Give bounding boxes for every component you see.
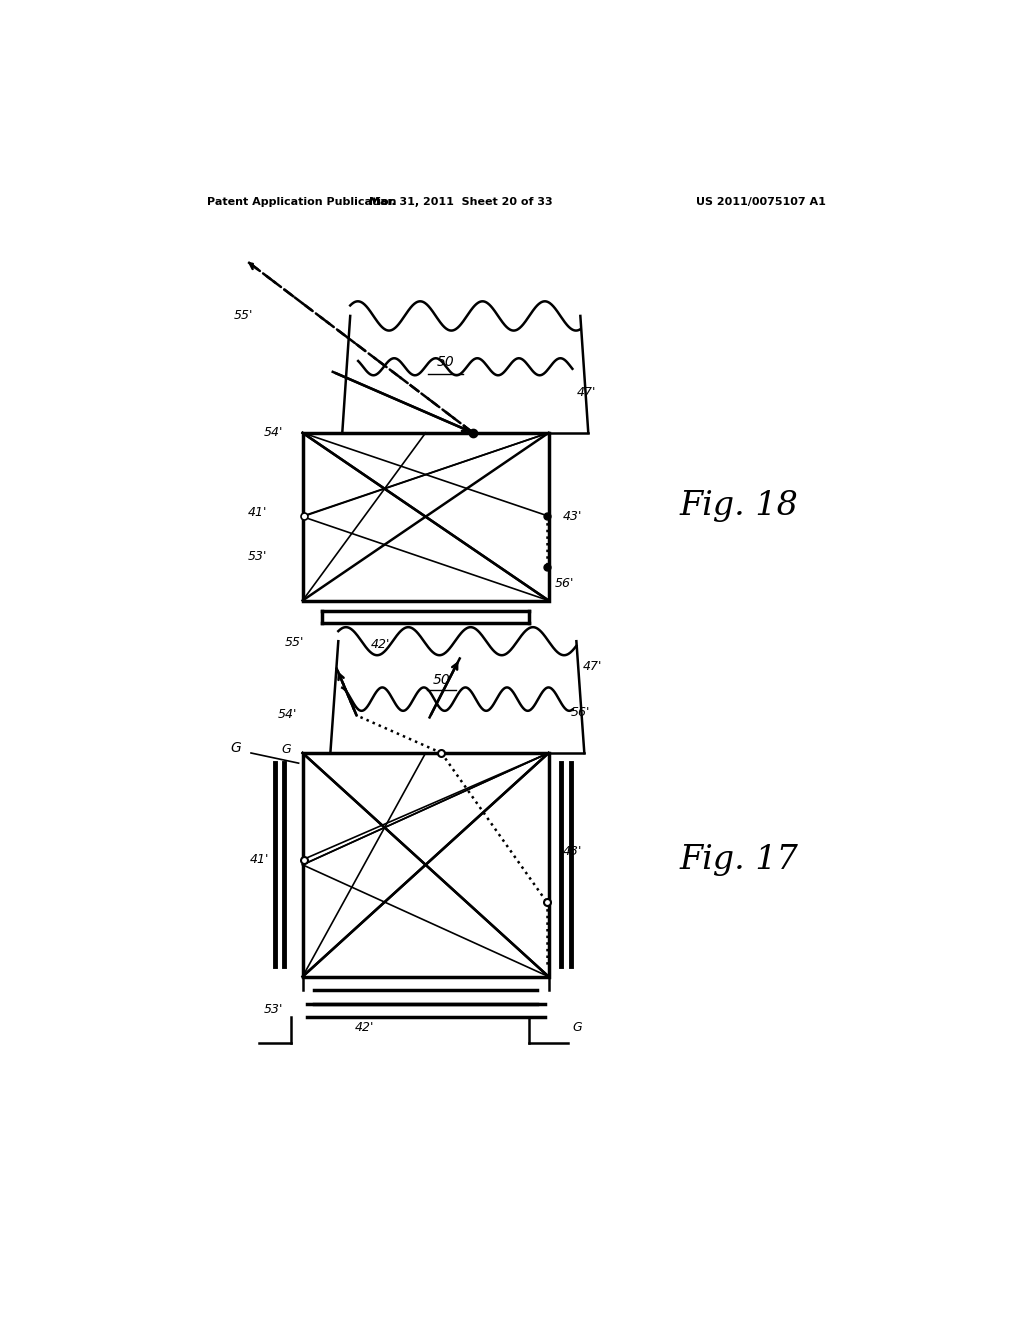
Bar	[303, 752, 549, 977]
Text: 43': 43'	[563, 845, 583, 858]
Text: 41': 41'	[250, 853, 269, 866]
Text: 42': 42'	[354, 1020, 374, 1034]
Text: 41': 41'	[248, 506, 267, 519]
Text: 56': 56'	[555, 577, 574, 590]
Text: Fig. 18: Fig. 18	[680, 490, 799, 521]
Text: 43': 43'	[563, 510, 583, 523]
Text: 42': 42'	[371, 638, 390, 651]
Text: Patent Application Publication: Patent Application Publication	[207, 197, 397, 207]
Bar	[303, 433, 549, 601]
Text: G: G	[281, 743, 291, 756]
Text: 50: 50	[432, 673, 451, 686]
Text: 50: 50	[436, 355, 455, 368]
Text: 54': 54'	[278, 708, 297, 721]
Text: US 2011/0075107 A1: US 2011/0075107 A1	[696, 197, 826, 207]
Text: 55': 55'	[233, 309, 253, 322]
Text: 56': 56'	[570, 706, 590, 719]
Text: 54': 54'	[263, 426, 283, 440]
Text: 53': 53'	[263, 1003, 283, 1015]
Text: Fig. 17: Fig. 17	[680, 843, 799, 875]
Text: 55': 55'	[285, 636, 304, 648]
Text: 47': 47'	[577, 385, 596, 399]
Text: 47': 47'	[583, 660, 602, 673]
Text: G: G	[230, 741, 242, 755]
Text: 53': 53'	[248, 550, 267, 564]
Text: Mar. 31, 2011  Sheet 20 of 33: Mar. 31, 2011 Sheet 20 of 33	[370, 197, 553, 207]
Text: G: G	[572, 1020, 582, 1034]
